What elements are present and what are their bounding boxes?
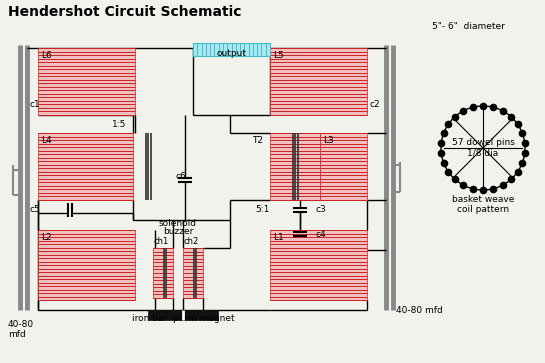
Text: iron bar  perm magnet: iron bar perm magnet bbox=[132, 314, 234, 323]
Text: Hendershot Circuit Schematic: Hendershot Circuit Schematic bbox=[8, 5, 241, 19]
Text: c6: c6 bbox=[176, 172, 187, 181]
Text: 1:5: 1:5 bbox=[112, 120, 126, 129]
Text: ch1: ch1 bbox=[154, 237, 169, 246]
Bar bbox=[153, 248, 173, 298]
Text: solenoid: solenoid bbox=[159, 219, 197, 228]
Text: L5: L5 bbox=[273, 51, 284, 60]
Text: 57 dowel pins
1/8 dia: 57 dowel pins 1/8 dia bbox=[452, 138, 514, 158]
Bar bbox=[270, 230, 367, 300]
Bar bbox=[270, 133, 320, 200]
Bar bbox=[38, 133, 133, 200]
Text: c3: c3 bbox=[316, 205, 327, 214]
Bar bbox=[148, 310, 218, 320]
Text: basket weave
coil pattern: basket weave coil pattern bbox=[452, 195, 514, 215]
Text: 40-80
mfd: 40-80 mfd bbox=[8, 320, 34, 339]
Text: buzzer: buzzer bbox=[163, 227, 193, 236]
Bar bbox=[183, 248, 203, 298]
Text: c2: c2 bbox=[370, 100, 380, 109]
Bar bbox=[270, 48, 367, 115]
Text: L1: L1 bbox=[273, 233, 284, 242]
Text: 5"- 6"  diameter: 5"- 6" diameter bbox=[432, 22, 505, 31]
Text: c5: c5 bbox=[29, 205, 40, 214]
Bar bbox=[193, 43, 270, 56]
Text: 40-80 mfd: 40-80 mfd bbox=[396, 306, 443, 315]
Bar bbox=[38, 48, 135, 115]
Text: L3: L3 bbox=[323, 136, 334, 145]
Text: L2: L2 bbox=[41, 233, 52, 242]
Text: ch2: ch2 bbox=[184, 237, 199, 246]
Text: output: output bbox=[216, 49, 246, 58]
Text: T2: T2 bbox=[252, 136, 263, 145]
Text: c1: c1 bbox=[29, 100, 40, 109]
Text: L6: L6 bbox=[41, 51, 52, 60]
Text: c4: c4 bbox=[316, 230, 326, 239]
Bar bbox=[320, 133, 367, 200]
Text: 5:1: 5:1 bbox=[255, 205, 269, 214]
Bar bbox=[38, 230, 135, 300]
Text: L4: L4 bbox=[41, 136, 52, 145]
